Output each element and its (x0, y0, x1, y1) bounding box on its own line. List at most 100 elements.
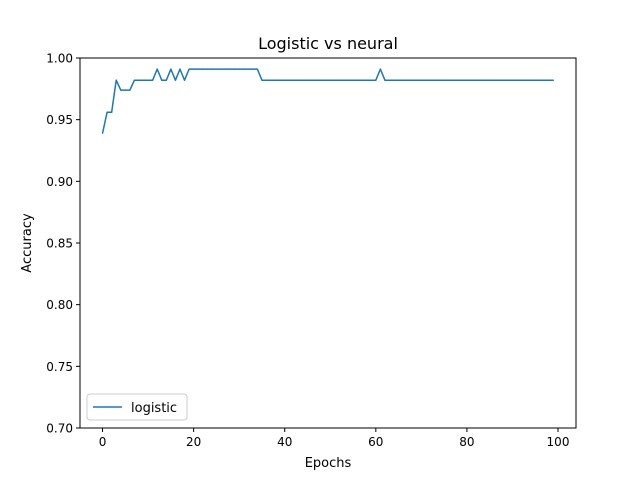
data-point (329, 79, 331, 81)
data-point (120, 89, 122, 91)
data-point (375, 79, 377, 81)
data-point (343, 79, 345, 81)
x-tick-label: 80 (459, 435, 474, 449)
data-point (452, 79, 454, 81)
y-axis-ticks: 0.70 0.75 0.80 0.85 0.90 0.95 1.00 (46, 52, 80, 436)
data-point (179, 68, 181, 70)
data-point (516, 79, 518, 81)
data-point (402, 79, 404, 81)
data-point (484, 79, 486, 81)
x-tick-label: 0 (99, 435, 107, 449)
data-point (325, 79, 327, 81)
data-point (416, 79, 418, 81)
data-point (275, 79, 277, 81)
data-point (425, 79, 427, 81)
data-point (511, 79, 514, 81)
data-point (270, 79, 272, 81)
data-point (183, 79, 186, 81)
legend-label: logistic (131, 401, 177, 416)
series-layer (101, 68, 555, 134)
data-point (443, 79, 445, 81)
data-point (101, 132, 104, 134)
data-point (548, 79, 550, 81)
data-point (429, 79, 432, 81)
data-point (334, 79, 336, 81)
data-point (530, 79, 532, 81)
data-point (133, 79, 136, 81)
data-point (489, 79, 491, 81)
x-tick-label: 60 (368, 435, 383, 449)
data-point (234, 68, 236, 70)
data-point (142, 79, 145, 81)
data-point (156, 68, 158, 70)
data-point (457, 79, 459, 81)
data-point (211, 68, 213, 70)
chart-title: Logistic vs neural (258, 34, 398, 53)
y-tick-label: 0.95 (46, 113, 73, 127)
data-point (297, 79, 299, 81)
legend: logistic (86, 393, 188, 421)
data-point (316, 79, 318, 81)
y-axis-label: Accuracy (20, 213, 35, 273)
data-point (115, 79, 117, 81)
data-point (124, 89, 126, 91)
data-point (170, 68, 172, 70)
y-tick-label: 0.80 (46, 298, 73, 312)
data-point (498, 79, 500, 81)
data-point (543, 79, 545, 81)
data-point (398, 79, 400, 81)
data-point (366, 79, 368, 81)
data-point (165, 79, 167, 81)
x-axis-ticks: 0 20 40 60 80 100 (99, 428, 569, 449)
y-tick-label: 0.70 (46, 422, 73, 436)
data-point (161, 79, 163, 81)
data-point (479, 79, 482, 81)
data-point (111, 111, 113, 113)
data-point (206, 68, 208, 70)
data-point (361, 79, 363, 81)
data-point (347, 79, 350, 81)
data-point (393, 79, 395, 81)
data-point (539, 79, 541, 81)
data-point (138, 79, 140, 81)
data-point (370, 79, 372, 81)
data-point (411, 79, 413, 81)
x-axis-label: Epochs (305, 456, 352, 471)
data-point (202, 68, 204, 70)
data-point (507, 79, 509, 81)
data-point (238, 68, 240, 70)
data-point (434, 79, 436, 81)
data-point (106, 111, 108, 113)
data-point (247, 68, 249, 70)
data-point (152, 79, 154, 81)
data-point (174, 79, 177, 81)
data-point (243, 68, 245, 70)
y-tick-label: 0.90 (46, 175, 73, 189)
data-point (384, 79, 386, 81)
data-point (188, 68, 190, 70)
data-point (215, 68, 218, 70)
x-tick-label: 40 (277, 435, 292, 449)
data-point (320, 79, 322, 81)
data-point (129, 89, 131, 91)
data-point (534, 79, 536, 81)
data-point (466, 79, 468, 81)
data-point (224, 68, 227, 70)
data-point (229, 68, 231, 70)
data-point (461, 79, 463, 81)
data-point (357, 79, 359, 81)
data-point (252, 68, 254, 70)
data-point (493, 79, 495, 81)
data-point (265, 79, 268, 81)
data-point (279, 79, 281, 81)
data-point (220, 68, 222, 70)
legend-box (86, 393, 188, 421)
data-point (311, 79, 313, 81)
series-line-logistic (101, 68, 554, 134)
data-point (261, 79, 263, 81)
data-point (306, 79, 309, 81)
data-point (448, 79, 450, 81)
data-point (388, 79, 391, 81)
data-point (293, 79, 295, 81)
